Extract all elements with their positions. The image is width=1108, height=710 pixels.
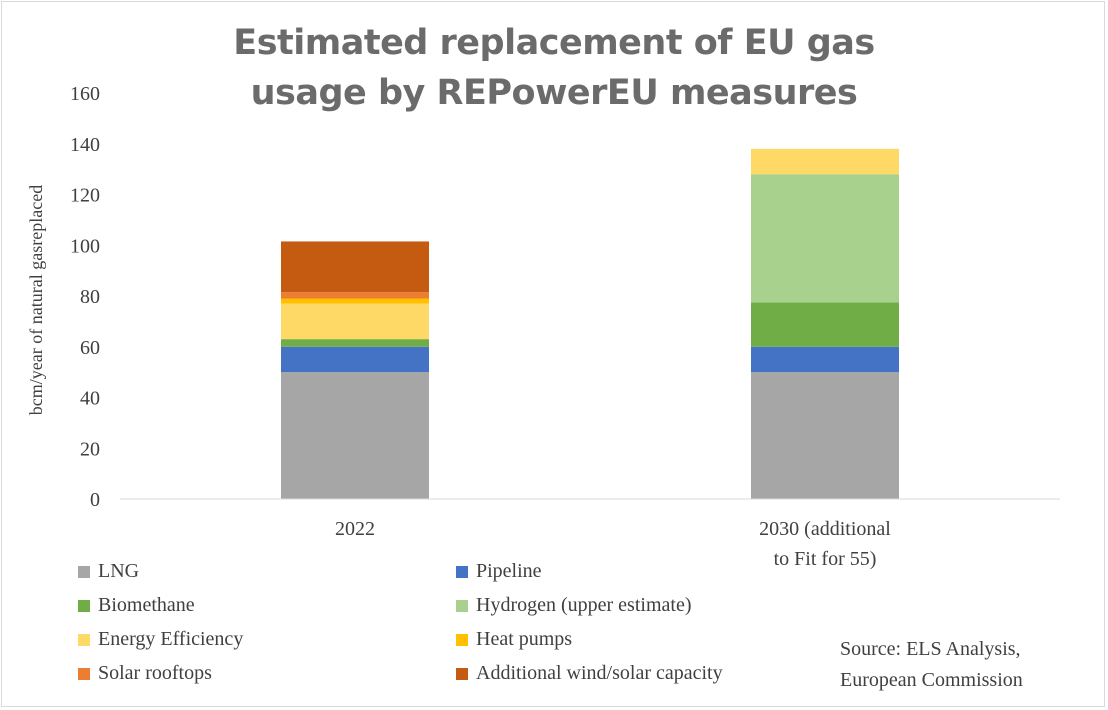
legend-swatch bbox=[456, 633, 468, 646]
legend-swatch bbox=[78, 667, 90, 680]
y-axis-title: bcm/year of natural gasreplaced bbox=[26, 185, 46, 415]
bar-segment bbox=[281, 303, 429, 340]
chart-title-line-1: Estimated replacement of EU gas bbox=[233, 23, 875, 63]
y-tick-label: 0 bbox=[90, 489, 100, 511]
legend-swatch bbox=[456, 667, 468, 680]
legend-swatch bbox=[78, 633, 90, 646]
legend-swatch bbox=[78, 599, 90, 612]
bar-segment bbox=[281, 339, 429, 347]
y-tick-label: 140 bbox=[70, 134, 100, 156]
bar-segment bbox=[751, 302, 899, 347]
chart-title: Estimated replacement of EU gas usage by… bbox=[0, 18, 1108, 118]
bar-segment bbox=[281, 292, 429, 299]
legend-label: LNG bbox=[98, 560, 140, 582]
source-line-2: European Commission bbox=[840, 669, 1023, 691]
legend-item: Heat pumps bbox=[456, 628, 572, 651]
legend-label: Heat pumps bbox=[476, 628, 573, 650]
legend-label: Hydrogen (upper estimate) bbox=[476, 594, 692, 616]
source-line-1: Source: ELS Analysis, bbox=[840, 638, 1021, 660]
y-tick-label: 100 bbox=[70, 235, 100, 257]
y-tick-label: 20 bbox=[80, 438, 100, 460]
legend: LNG Pipeline Biomethane Hydrogen (upper est… bbox=[78, 560, 798, 700]
x-category-label: 2030 (additional bbox=[759, 518, 891, 540]
x-category-label: 2022 bbox=[335, 518, 375, 540]
chart-title-line-2: usage by REPowerEU measures bbox=[250, 73, 858, 113]
bar-segment bbox=[281, 241, 429, 293]
legend-swatch bbox=[456, 565, 468, 578]
y-tick-label: 40 bbox=[80, 388, 100, 410]
legend-label: Energy Efficiency bbox=[98, 628, 244, 650]
bar-segment bbox=[281, 372, 429, 499]
y-tick-label: 160 bbox=[70, 83, 100, 105]
legend-item: Pipeline bbox=[456, 560, 542, 583]
y-tick-label: 120 bbox=[70, 185, 100, 207]
legend-item: Additional wind/solar capacity bbox=[456, 662, 723, 685]
legend-item: LNG bbox=[78, 560, 139, 583]
source-note: Source: ELS Analysis, European Commissio… bbox=[840, 634, 1100, 696]
legend-label: Biomethane bbox=[98, 594, 195, 616]
legend-swatch bbox=[456, 599, 468, 612]
bar-segment bbox=[751, 148, 899, 175]
legend-label: Additional wind/solar capacity bbox=[476, 662, 723, 684]
bar-segment bbox=[281, 298, 429, 304]
legend-item: Solar rooftops bbox=[78, 662, 212, 685]
legend-label: Pipeline bbox=[476, 560, 542, 582]
legend-item: Biomethane bbox=[78, 594, 195, 617]
bar-segment bbox=[281, 346, 429, 373]
bar-segment bbox=[751, 346, 899, 373]
legend-item: Energy Efficiency bbox=[78, 628, 243, 651]
bar-segment bbox=[751, 372, 899, 499]
legend-label: Solar rooftops bbox=[98, 662, 212, 684]
legend-swatch bbox=[78, 565, 90, 578]
x-category-label: to Fit for 55) bbox=[774, 548, 877, 570]
y-tick-label: 80 bbox=[80, 286, 100, 308]
y-tick-label: 60 bbox=[80, 337, 100, 359]
bar-segment bbox=[751, 174, 899, 303]
legend-item: Hydrogen (upper estimate) bbox=[456, 594, 691, 617]
